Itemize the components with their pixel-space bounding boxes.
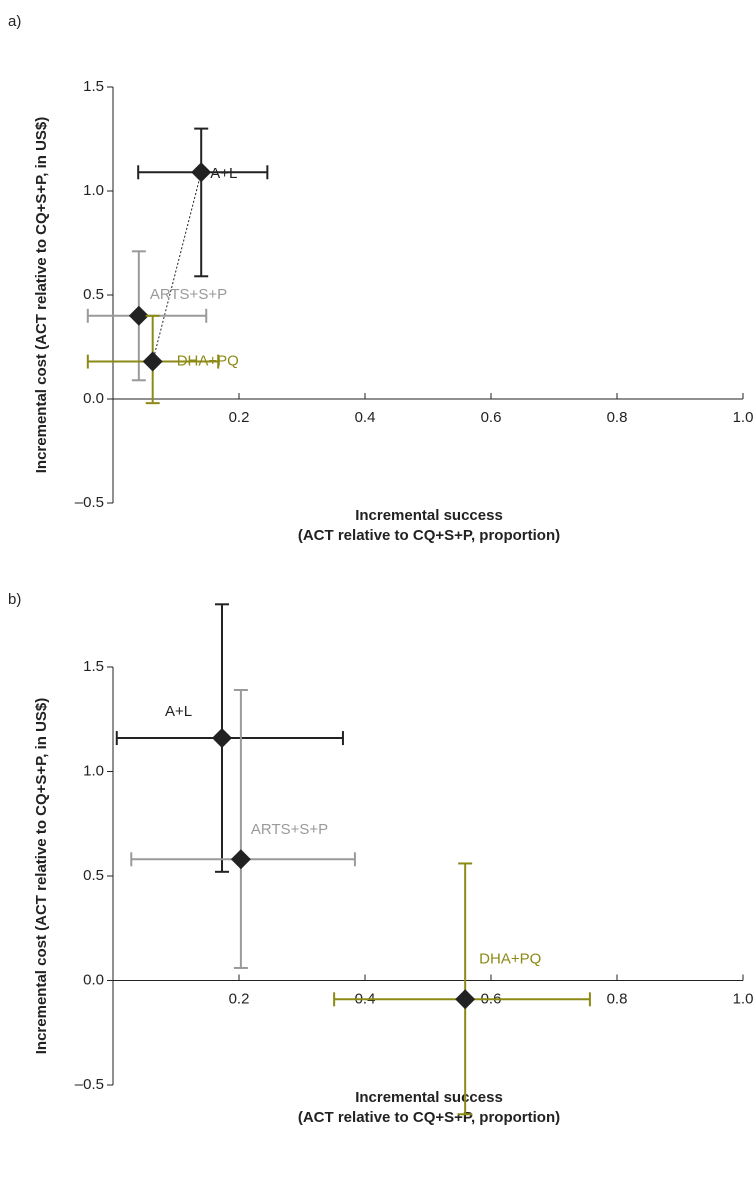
frontier-line — [152, 172, 202, 362]
y-axis-title: Incremental cost (ACT relative to CQ+S+P… — [33, 698, 50, 1055]
panel: a) –0.5 0.0 0.5 1.0 1.5 0.2 0.4 0.6 0.8 1.0 Increme… — [8, 13, 753, 544]
series-label: ARTS+S+P — [251, 821, 328, 838]
point — [230, 849, 251, 870]
x-tick-label: 0.2 — [229, 990, 250, 1007]
x-tick-label: 1.0 — [733, 990, 754, 1007]
x-tick-label: 1.0 — [733, 409, 754, 426]
x-axis-title: Incremental success — [355, 1089, 503, 1106]
x-tick-label: 0.2 — [229, 409, 250, 426]
y-tick-label: –0.5 — [75, 494, 104, 511]
series-label: A+L — [210, 165, 237, 182]
x-tick-label: 0.8 — [607, 409, 628, 426]
series-label: DHA+PQ — [177, 353, 239, 370]
x-axis-title: (ACT relative to CQ+S+P, proportion) — [298, 1109, 560, 1126]
panel-label: a) — [8, 13, 21, 30]
series-label: ARTS+S+P — [150, 286, 227, 303]
point — [211, 728, 232, 749]
panel-label: b) — [8, 591, 21, 608]
x-tick-label: 0.4 — [355, 409, 376, 426]
point — [128, 305, 149, 326]
x-tick-label: 0.8 — [607, 990, 628, 1007]
point — [455, 989, 476, 1010]
y-tick-label: 0.0 — [83, 390, 104, 407]
y-tick-label: –0.5 — [75, 1076, 104, 1093]
y-tick-label: 0.5 — [83, 867, 104, 884]
y-tick-label: 1.0 — [83, 182, 104, 199]
point — [142, 351, 163, 372]
x-axis-title: Incremental success — [355, 507, 503, 524]
y-axis-title: Incremental cost (ACT relative to CQ+S+P… — [33, 117, 50, 474]
point — [191, 162, 212, 183]
x-tick-label: 0.6 — [481, 409, 502, 426]
series-label: A+L — [165, 703, 192, 720]
y-tick-label: 1.5 — [83, 78, 104, 95]
x-axis-title: (ACT relative to CQ+S+P, proportion) — [298, 527, 560, 544]
y-tick-label: 1.0 — [83, 762, 104, 779]
panel: b)–0.50.00.51.01.50.2 0.4 0.6 0.8 1.0Increme… — [8, 591, 753, 1126]
y-tick-label: 1.5 — [83, 658, 104, 675]
y-tick-label: 0.5 — [83, 286, 104, 303]
y-tick-label: 0.0 — [83, 971, 104, 988]
series-label: DHA+PQ — [479, 950, 541, 967]
